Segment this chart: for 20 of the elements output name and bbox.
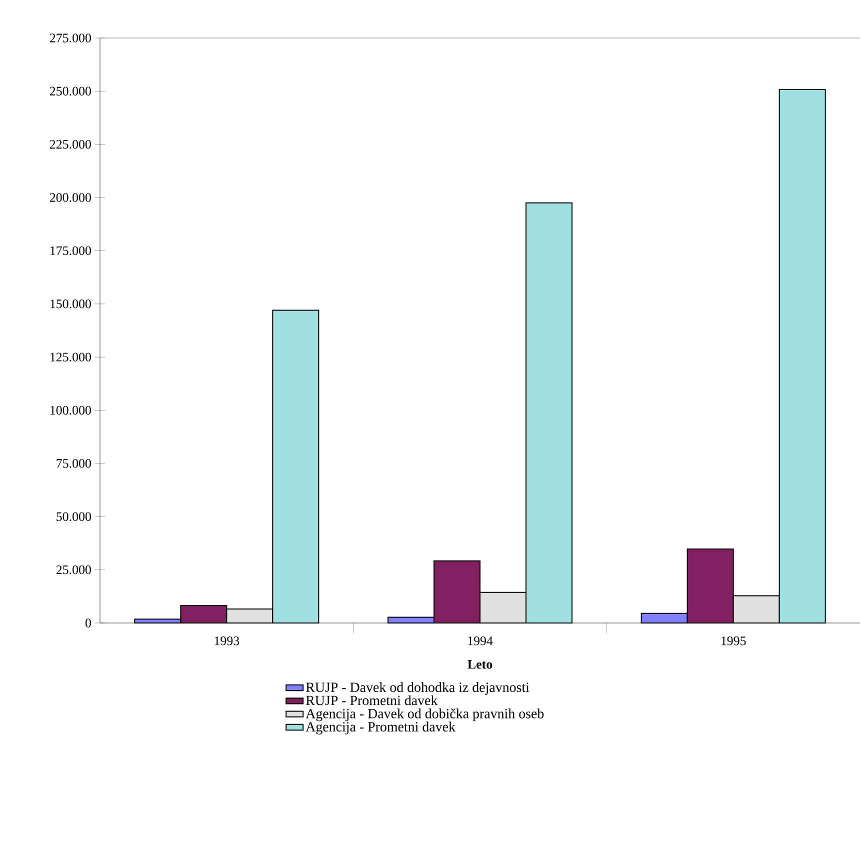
y-tick-label: 0 bbox=[86, 618, 91, 628]
y-tick-label: 25.000 bbox=[56, 565, 91, 574]
y-tick-label: 175.000 bbox=[50, 246, 91, 256]
x-tick-label: 1994 bbox=[468, 636, 493, 646]
y-tick-label: 100.000 bbox=[50, 406, 91, 415]
legend-label: RUJP - Davek od dohodka iz dejavnosti bbox=[306, 682, 530, 695]
y-tick-label: 125.000 bbox=[50, 352, 91, 362]
legend-label: RUJP - Prometni davek bbox=[306, 695, 438, 706]
y-tick-label: 200.000 bbox=[50, 193, 91, 202]
y-tick-label: 75.000 bbox=[56, 459, 91, 468]
y-tick-label: 275.000 bbox=[50, 34, 91, 42]
x-axis-title: Leto bbox=[468, 660, 492, 669]
y-tick-label: 150.000 bbox=[50, 300, 91, 308]
y-tick-label: 50.000 bbox=[56, 512, 91, 522]
y-tick-label: 225.000 bbox=[50, 140, 91, 149]
y-tick-label: 250.000 bbox=[50, 86, 91, 96]
x-tick-label: 1995 bbox=[722, 636, 746, 646]
x-tick-label: 1993 bbox=[214, 636, 240, 646]
legend-label: Agencija - Davek od dobička pravnih oseb bbox=[306, 708, 544, 722]
legend-label: Agencija - Prometni davek bbox=[306, 722, 456, 734]
